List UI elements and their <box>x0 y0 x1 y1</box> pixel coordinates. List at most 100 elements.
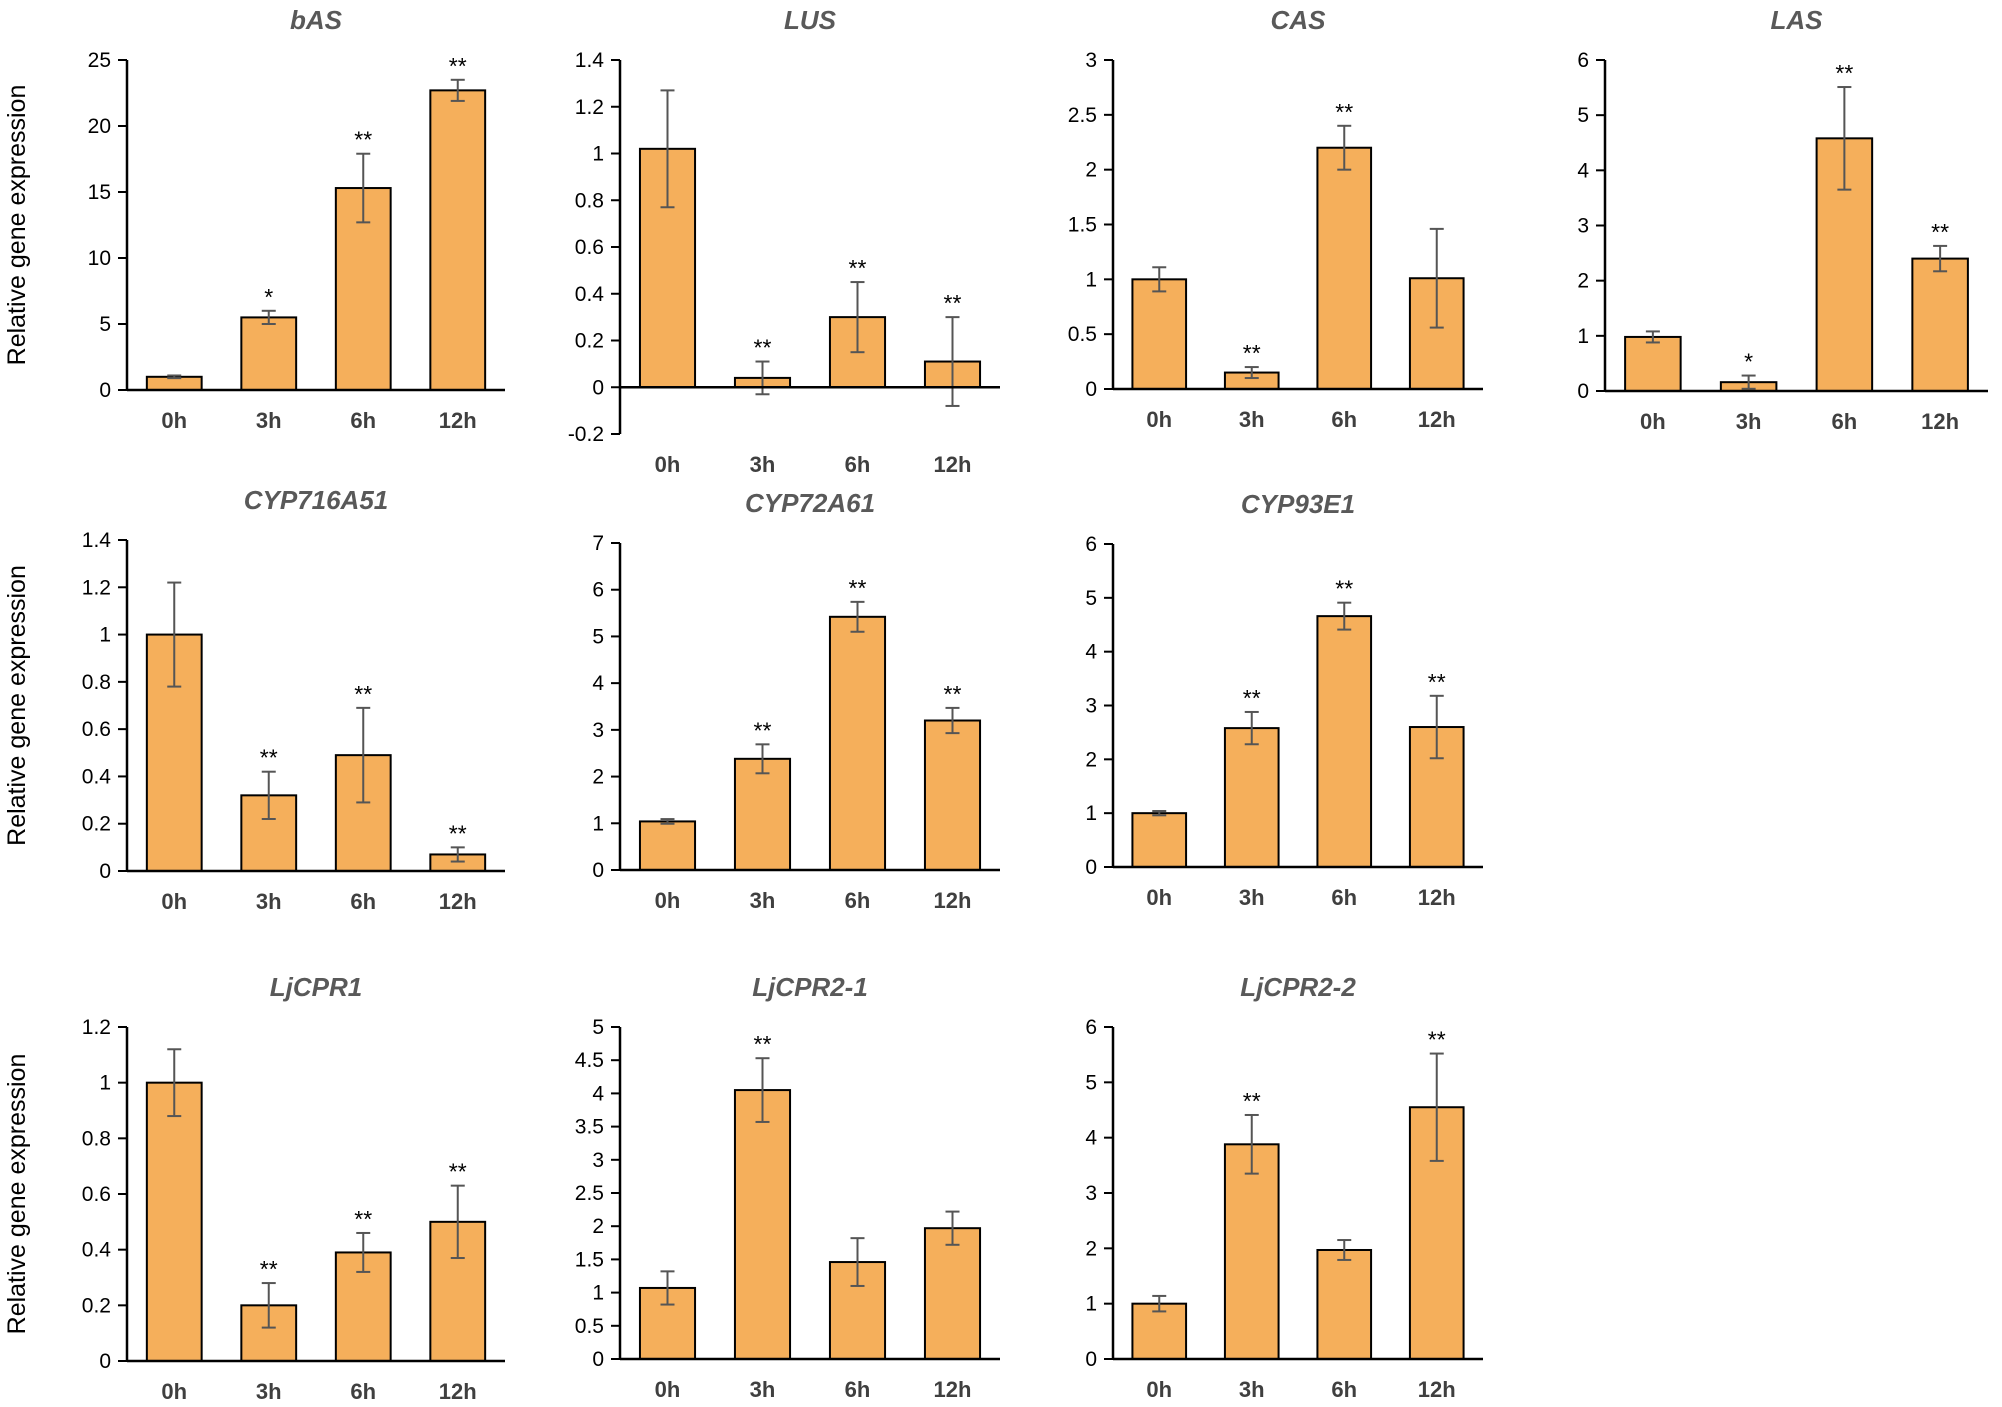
y-tick-label: 1.2 <box>575 96 604 119</box>
y-tick-label: 0 <box>1085 856 1097 879</box>
error-bar-6h <box>1337 601 1352 631</box>
bar-6h <box>828 615 887 872</box>
y-tick-label: 0 <box>99 1350 111 1373</box>
chart-panel-ljcpr1: LjCPR1 0 0.2 0.4 0.6 0.8 1 1.2 0h ** 3h ** 6h ** 12h Re… <box>3 972 505 1404</box>
error-bar-0h <box>1152 1294 1167 1313</box>
bar-3h <box>733 1089 792 1360</box>
y-tick-label: 4 <box>1085 641 1097 664</box>
x-category-label: 0h <box>1146 1377 1172 1402</box>
error-bar-0h <box>167 374 182 380</box>
error-bar-0h <box>1152 266 1167 293</box>
y-tick-label: 4 <box>1085 1127 1097 1150</box>
significance-label: ** <box>354 127 372 153</box>
chart-title: LjCPR2-1 <box>752 972 868 1002</box>
chart-panel-cas: CAS 0 0.5 1 1.5 2 2.5 3 0h ** 3h ** 6h 12h <box>1068 5 1483 432</box>
x-category-label: 0h <box>655 888 681 913</box>
bar-12h <box>923 719 982 871</box>
y-tick-label: 4 <box>592 1082 604 1105</box>
x-category-label: 6h <box>350 1379 376 1404</box>
error-bar-0h <box>167 581 182 688</box>
error-bar-3h <box>1244 366 1259 380</box>
chart-panel-las: LAS 0 1 2 3 4 5 6 0h * 3h ** 6h ** 12h <box>1577 5 1988 434</box>
y-tick-label: 1.5 <box>575 1248 604 1271</box>
chart-title: CAS <box>1271 5 1327 35</box>
error-bar-3h <box>261 770 276 820</box>
x-category-label: 0h <box>1146 885 1172 910</box>
bar-6h <box>1316 615 1373 868</box>
significance-label: ** <box>449 53 467 79</box>
x-category-label: 3h <box>256 889 282 914</box>
y-tick-label: 0.4 <box>82 1239 112 1262</box>
y-tick-label: 0 <box>99 379 111 402</box>
significance-label: ** <box>1243 340 1261 366</box>
y-tick-label: 3 <box>1577 215 1589 238</box>
y-tick-label: 10 <box>88 247 111 270</box>
y-tick-label: 0 <box>592 1348 604 1371</box>
y-tick-label: 1 <box>592 1282 604 1305</box>
significance-label: * <box>264 284 273 310</box>
y-tick-label: 0 <box>592 376 604 399</box>
y-tick-label: 0 <box>1085 1348 1097 1371</box>
y-tick-label: 0.2 <box>575 330 604 353</box>
x-category-label: 0h <box>161 408 187 433</box>
y-tick-label: 3 <box>1085 1182 1097 1205</box>
y-tick-label: 2 <box>1085 159 1097 182</box>
x-category-label: 0h <box>655 1377 681 1402</box>
significance-label: ** <box>354 1206 372 1232</box>
y-tick-label: 5 <box>592 625 604 648</box>
significance-label: ** <box>1243 1088 1261 1114</box>
y-tick-label: 1.4 <box>575 49 605 72</box>
bar-0h <box>638 820 697 871</box>
y-tick-label: 1 <box>1085 268 1097 291</box>
x-category-label: 12h <box>1418 407 1456 432</box>
error-bar-0h <box>1645 330 1660 344</box>
error-bar-0h <box>660 89 675 209</box>
bar-3h <box>1223 727 1280 868</box>
chart-panel-cyp72a61: CYP72A61 0 1 2 3 4 5 6 7 0h ** 3h ** 6h ** 12h <box>592 488 1000 913</box>
x-category-label: 12h <box>439 889 477 914</box>
x-category-label: 0h <box>161 889 187 914</box>
x-category-label: 12h <box>1418 885 1456 910</box>
error-bar-12h <box>945 706 960 735</box>
error-bar-3h <box>261 309 276 325</box>
bar-0h <box>145 1081 203 1362</box>
y-tick-label: 0.8 <box>575 189 604 212</box>
error-bar-12h <box>945 1210 960 1246</box>
x-category-label: 6h <box>1331 1377 1357 1402</box>
error-bar-3h <box>1244 1113 1259 1175</box>
y-tick-label: 2 <box>1577 270 1589 293</box>
significance-label: ** <box>1428 669 1446 695</box>
y-axis-label: Relative gene expression <box>3 565 31 846</box>
y-tick-label: 6 <box>1085 533 1097 556</box>
bar-0h <box>1131 812 1188 869</box>
y-tick-label: 1 <box>1085 802 1097 825</box>
significance-label: ** <box>449 1159 467 1185</box>
chart-title: CYP93E1 <box>1241 489 1355 519</box>
y-tick-label: 1.2 <box>82 576 111 599</box>
error-bar-6h <box>356 706 371 804</box>
chart-title: LUS <box>784 5 837 35</box>
x-category-label: 6h <box>845 452 871 477</box>
y-tick-label: 3 <box>1085 695 1097 718</box>
significance-label: ** <box>754 717 772 743</box>
x-category-label: 12h <box>934 888 972 913</box>
error-bar-6h <box>356 1231 371 1273</box>
y-tick-label: 0 <box>1577 380 1589 403</box>
significance-label: ** <box>260 1256 278 1282</box>
chart-title: bAS <box>290 5 343 35</box>
y-tick-label: 0 <box>592 859 604 882</box>
bar-3h <box>1223 1143 1280 1360</box>
y-tick-label: 0 <box>99 860 111 883</box>
error-bar-0h <box>660 818 675 825</box>
y-tick-label: 0.4 <box>575 283 605 306</box>
y-tick-label: 5 <box>1085 587 1097 610</box>
chart-title: CYP72A61 <box>745 488 875 518</box>
error-bar-0h <box>1152 810 1167 817</box>
chart-title: CYP716A51 <box>244 485 389 515</box>
x-category-label: 3h <box>256 1379 282 1404</box>
error-bar-12h <box>1933 244 1948 273</box>
y-tick-label: 4 <box>1577 159 1589 182</box>
significance-label: ** <box>1428 1027 1446 1053</box>
y-tick-label: 0.5 <box>575 1315 604 1338</box>
y-tick-label: 0.8 <box>82 1127 111 1150</box>
